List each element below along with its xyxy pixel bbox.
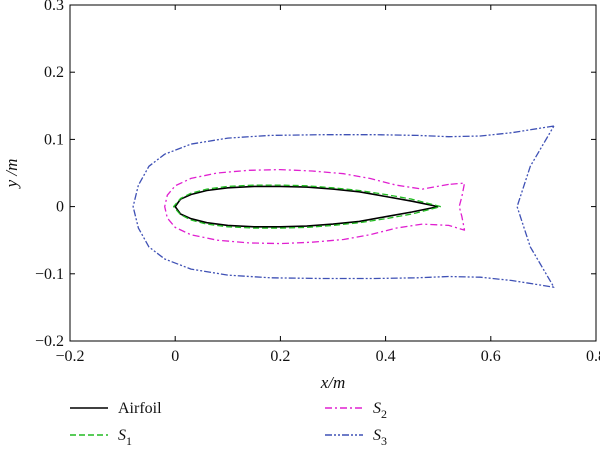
legend-label-s3: S3 — [373, 427, 387, 448]
legend-label-sub: 2 — [381, 407, 387, 421]
legend-label-airfoil: Airfoil — [118, 400, 162, 417]
y-tick-label: 0 — [56, 199, 64, 216]
ticks-layer: −0.2 0 0.2 0.4 0.6 0.8 −0.2 −0.1 0 0.1 0.2 0.3 — [35, 0, 600, 365]
x-tick-label: 0.2 — [270, 348, 290, 365]
x-tick-label: −0.2 — [55, 348, 84, 365]
y-tick-label: 0.3 — [44, 0, 64, 14]
legend-label-main: S — [373, 400, 381, 417]
legend-label-s2: S2 — [373, 400, 387, 421]
series-line-airfoil — [174, 185, 439, 228]
plot-area — [70, 5, 596, 341]
legend-label-main: S — [373, 427, 381, 444]
x-tick-label: 0.8 — [586, 348, 600, 365]
legend-label-main: S — [118, 427, 126, 444]
y-tick-label: 0.1 — [44, 131, 64, 148]
series-line-s3 — [132, 125, 555, 288]
series-line-s2 — [164, 168, 466, 245]
x-tick-label: 0 — [171, 348, 179, 365]
y-tick-label: −0.2 — [35, 333, 64, 350]
series-line-s1 — [172, 184, 441, 229]
series-layer — [132, 125, 555, 288]
y-tick-label: −0.1 — [35, 266, 64, 283]
x-tick-label: 0.4 — [376, 348, 396, 365]
y-tick-label: 0.2 — [44, 64, 64, 81]
plot-frame — [69, 4, 597, 342]
y-axis-label: y /m — [2, 159, 21, 190]
legend-label-s1: S1 — [118, 427, 132, 448]
x-tick-label: 0.6 — [481, 348, 501, 365]
legend-label-sub: 3 — [381, 434, 387, 448]
x-axis-label: x/m — [320, 373, 346, 392]
legend-label-sub: 1 — [126, 434, 132, 448]
